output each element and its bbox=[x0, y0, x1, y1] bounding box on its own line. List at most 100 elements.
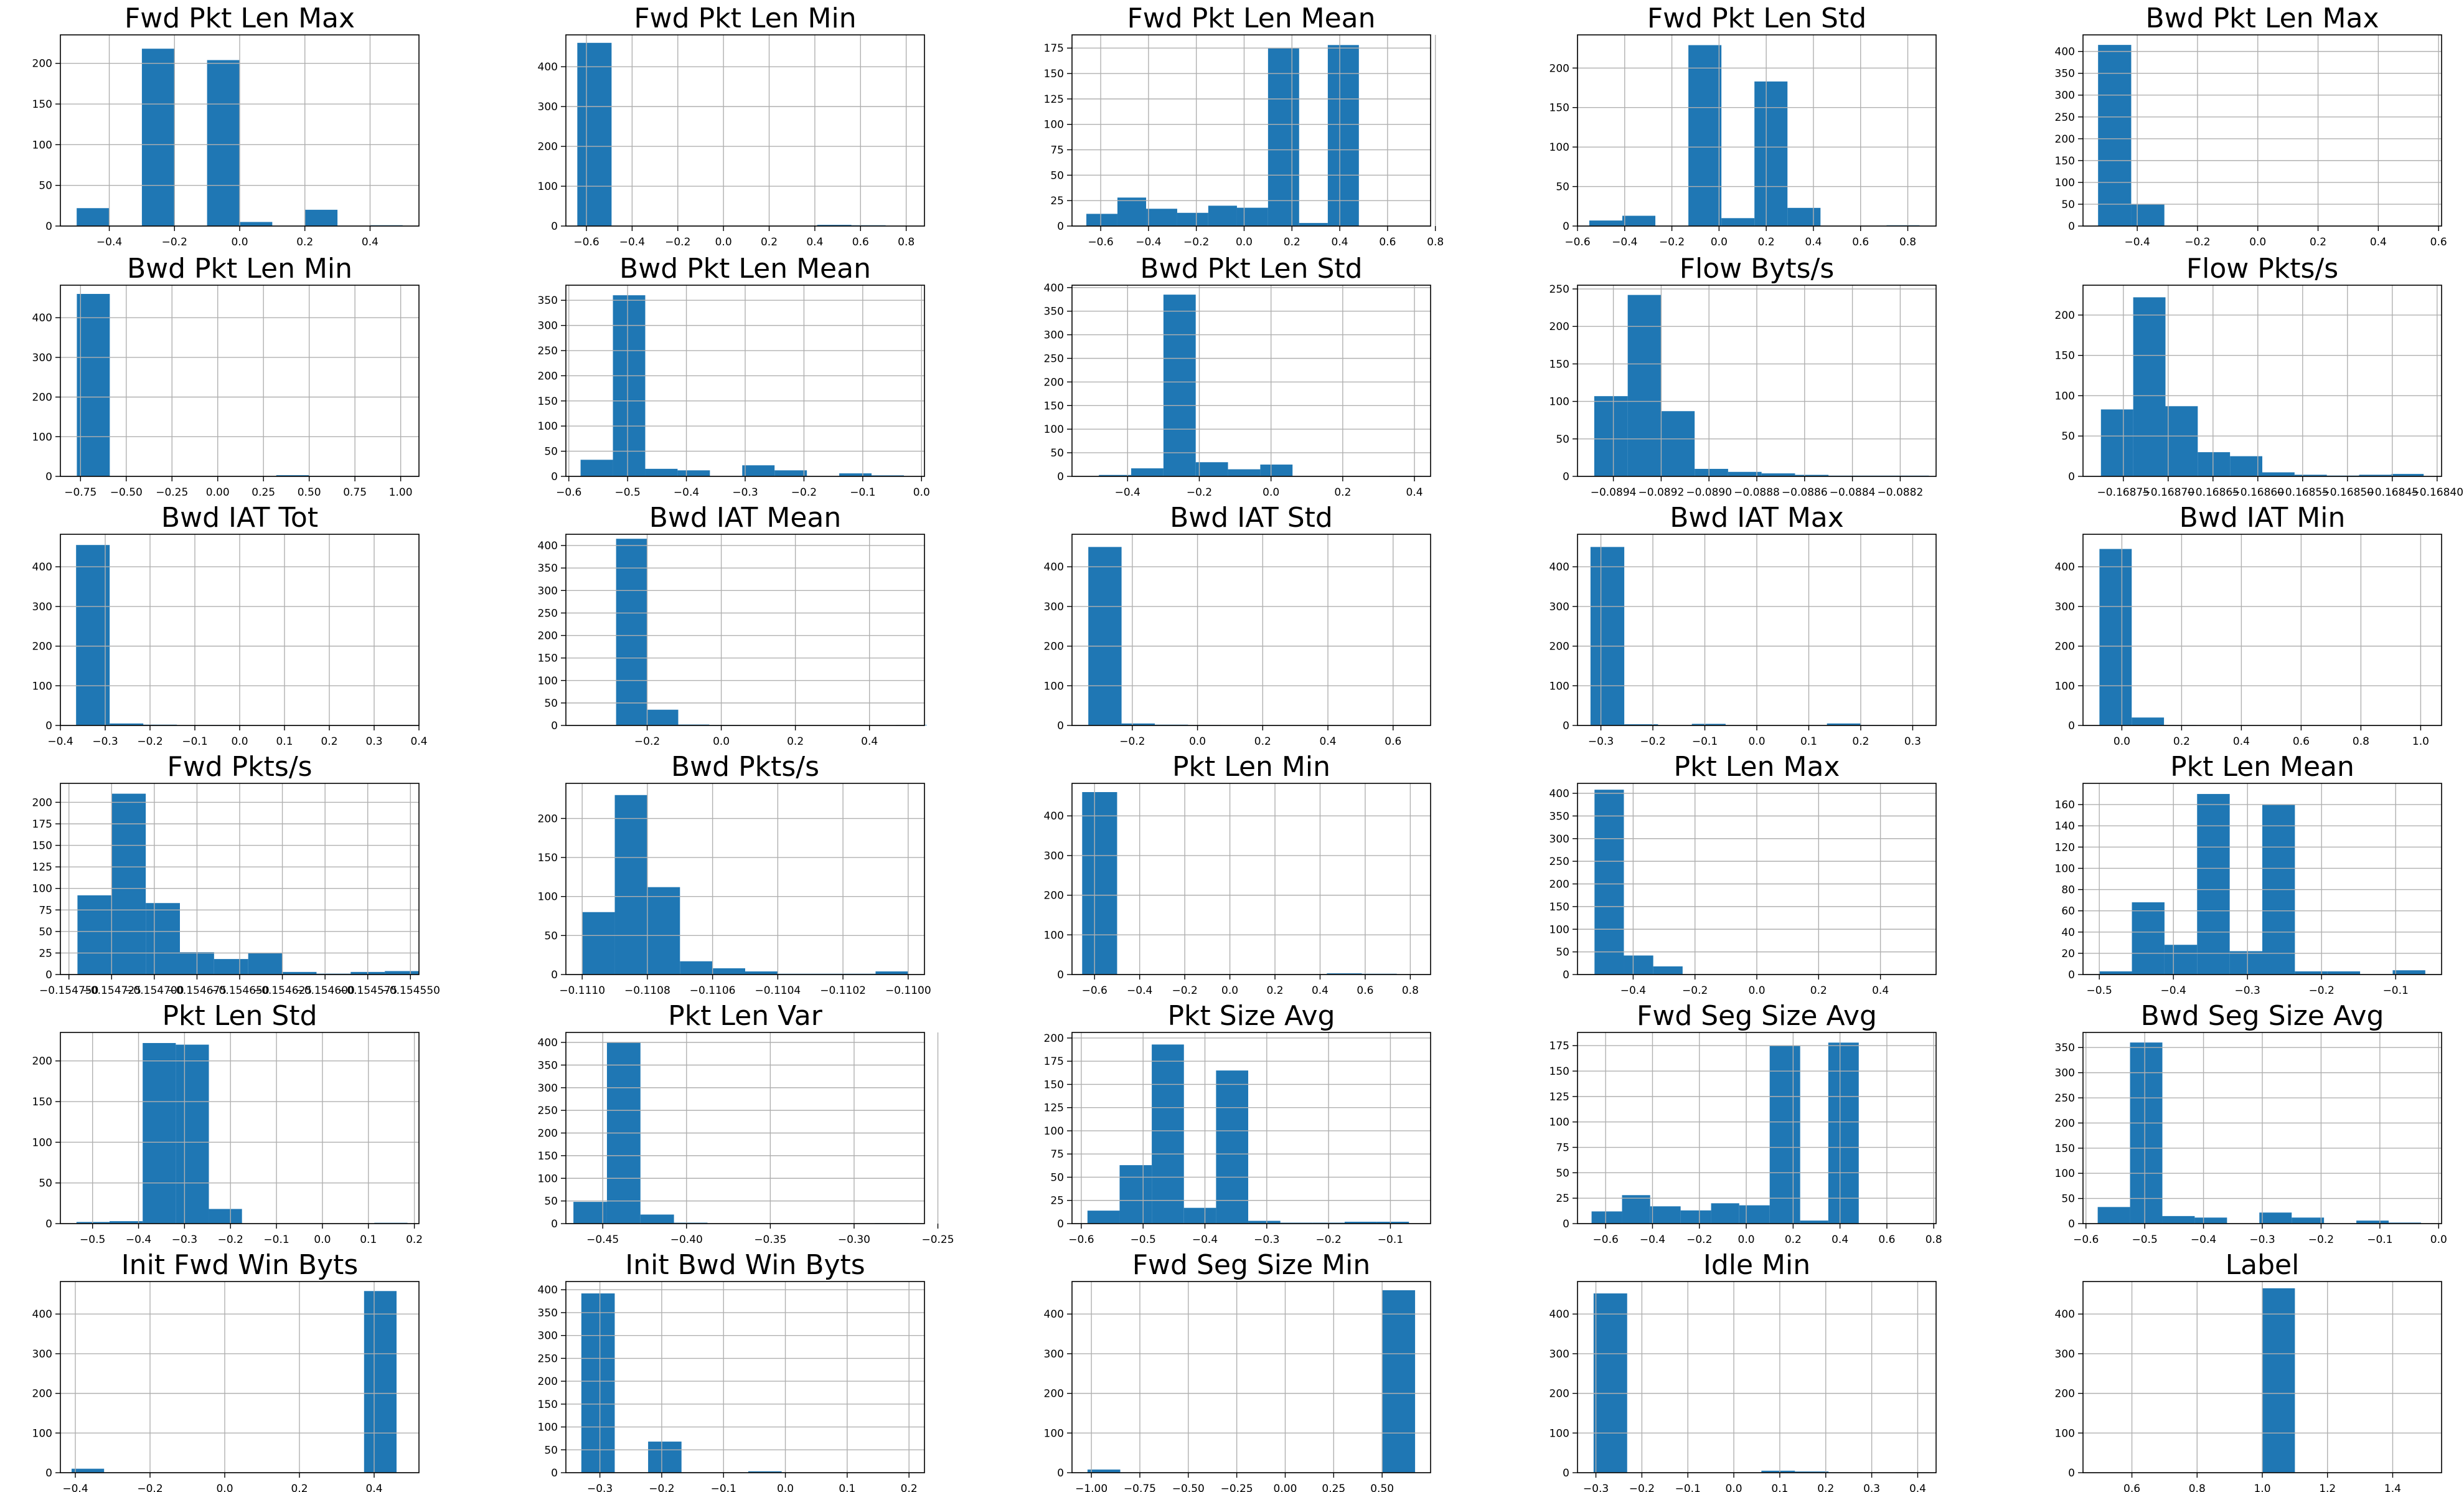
histogram-bar bbox=[1769, 1046, 1800, 1224]
x-tick-label: 0.0 bbox=[1726, 1483, 1742, 1492]
histogram-bar bbox=[680, 961, 713, 975]
x-tick-label: −0.0884 bbox=[1830, 486, 1876, 499]
histogram-bar bbox=[1177, 212, 1208, 226]
chart-title: Pkt Len Max bbox=[1674, 751, 1840, 783]
y-tick-label: 400 bbox=[32, 312, 52, 324]
y-tick-label: 0 bbox=[2068, 969, 2075, 981]
x-tick-label: −0.1100 bbox=[885, 984, 931, 997]
x-tick-label: −0.5 bbox=[2132, 1234, 2158, 1246]
x-tick-label: 0.0 bbox=[1189, 735, 1206, 748]
histogram-bar bbox=[1828, 1042, 1859, 1224]
axes-frame bbox=[565, 783, 925, 975]
x-tick-label: −0.6 bbox=[573, 236, 599, 248]
y-tick-label: 100 bbox=[538, 891, 558, 904]
histogram-bar bbox=[1131, 468, 1164, 476]
x-tick-label: 0.4 bbox=[2233, 735, 2250, 748]
histogram-bar bbox=[2391, 474, 2424, 476]
x-tick-label: 0.4 bbox=[1320, 735, 1337, 748]
histogram-bwd-iat-max: Bwd IAT Max −0.3 −0.2 −0.1 0.0 0.1 0.2 0.3 0 100 2… bbox=[1549, 502, 1937, 748]
y-tick-label: 250 bbox=[538, 1105, 558, 1117]
y-tick-label: 300 bbox=[538, 1082, 558, 1095]
x-tick-label: 0.6 bbox=[2293, 735, 2310, 748]
histogram-bar bbox=[1086, 214, 1117, 226]
histogram-bar bbox=[76, 545, 110, 725]
histogram-bar bbox=[2262, 1288, 2295, 1473]
chart-title: Fwd Pkts/s bbox=[167, 751, 312, 783]
x-tick-label: 0.2 bbox=[296, 236, 313, 248]
y-tick-label: 100 bbox=[1044, 1427, 1064, 1440]
histogram-pkt-len-std: Pkt Len Std −0.5 −0.4 −0.3 −0.2 −0.1 0.0 0.1 0.2… bbox=[32, 1000, 423, 1246]
y-tick-label: 200 bbox=[1549, 879, 1569, 891]
y-tick-label: 150 bbox=[538, 852, 558, 864]
x-tick-label: −0.0886 bbox=[1782, 486, 1828, 499]
y-tick-label: 200 bbox=[2055, 309, 2075, 322]
histogram-bar bbox=[614, 795, 647, 975]
histogram-bar bbox=[1787, 207, 1821, 226]
y-tick-label: 125 bbox=[1549, 1091, 1569, 1103]
histogram-bar bbox=[677, 470, 710, 476]
histogram-bar bbox=[1088, 547, 1122, 725]
x-tick-label: −0.2 bbox=[1686, 1234, 1712, 1246]
y-tick-label: 300 bbox=[1044, 850, 1064, 862]
y-tick-label: 0 bbox=[551, 1467, 558, 1480]
x-tick-label: −0.6 bbox=[1593, 1234, 1619, 1246]
x-tick-label: 0.4 bbox=[806, 236, 823, 248]
histogram-bar bbox=[77, 208, 110, 226]
y-tick-label: 200 bbox=[538, 141, 558, 153]
y-tick-label: 100 bbox=[32, 680, 52, 692]
y-tick-label: 400 bbox=[32, 1308, 52, 1321]
x-tick-label: 0.2 bbox=[1785, 1234, 1802, 1246]
y-tick-label: 100 bbox=[538, 181, 558, 193]
axes-frame bbox=[1071, 1281, 1431, 1473]
y-tick-label: 0 bbox=[1057, 471, 1064, 483]
x-tick-label: −0.3 bbox=[1583, 1483, 1609, 1492]
y-tick-label: 250 bbox=[2055, 111, 2075, 124]
y-tick-label: 350 bbox=[538, 295, 558, 307]
x-tick-label: −0.1 bbox=[711, 1483, 736, 1492]
axes-frame bbox=[1071, 534, 1431, 726]
y-tick-label: 300 bbox=[2055, 601, 2075, 613]
x-tick-label: −0.0894 bbox=[1591, 486, 1637, 499]
histogram-bar bbox=[77, 294, 110, 476]
histogram-flow-pkts-s: Flow Pkts/s−0.16875−0.16870−0.16865−0.16… bbox=[2055, 253, 2464, 499]
x-tick-label: −0.1 bbox=[1692, 735, 1718, 748]
y-tick-label: 25 bbox=[1556, 1192, 1569, 1205]
chart-title: Pkt Len Mean bbox=[2170, 751, 2354, 783]
y-tick-label: 150 bbox=[2055, 1143, 2075, 1155]
histogram-bar bbox=[1695, 468, 1728, 476]
x-tick-label: −0.154725 bbox=[82, 984, 141, 997]
x-tick-label: −0.25 bbox=[1221, 1483, 1253, 1492]
x-tick-label: 0.6 bbox=[1357, 984, 1373, 997]
histogram-bar bbox=[111, 793, 146, 975]
x-tick-label: 0.0 bbox=[777, 1483, 794, 1492]
x-tick-label: −0.4 bbox=[47, 735, 73, 748]
x-tick-label: 0.0 bbox=[715, 236, 732, 248]
y-tick-label: 300 bbox=[32, 352, 52, 364]
histogram-bar bbox=[712, 968, 745, 975]
x-tick-label: 0.3 bbox=[1863, 1483, 1880, 1492]
histogram-bar bbox=[2097, 1207, 2130, 1224]
x-tick-label: −0.4 bbox=[1612, 236, 1637, 248]
x-tick-label: 0.1 bbox=[1800, 735, 1817, 748]
y-tick-label: 0 bbox=[45, 720, 52, 732]
histogram-bar bbox=[1183, 1207, 1216, 1224]
y-tick-label: 200 bbox=[32, 796, 52, 809]
y-tick-label: 140 bbox=[2055, 820, 2075, 833]
histogram-bar bbox=[742, 465, 775, 476]
y-tick-label: 175 bbox=[32, 818, 52, 831]
x-tick-label: −0.16870 bbox=[2142, 486, 2195, 499]
x-tick-label: −0.0890 bbox=[1686, 486, 1732, 499]
y-tick-label: 200 bbox=[1549, 1388, 1569, 1400]
x-tick-label: 0.6 bbox=[2430, 236, 2447, 248]
x-tick-label: 0.4 bbox=[362, 236, 379, 248]
y-tick-label: 0 bbox=[1057, 220, 1064, 233]
chart-title: Bwd Seg Size Avg bbox=[2141, 1000, 2384, 1032]
y-tick-label: 300 bbox=[1044, 601, 1064, 613]
histogram-bar bbox=[304, 209, 338, 226]
y-tick-label: 100 bbox=[2055, 177, 2075, 189]
histogram-bar bbox=[2229, 951, 2262, 975]
histogram-bar bbox=[1739, 1205, 1770, 1224]
axes-frame bbox=[565, 1032, 925, 1224]
x-tick-label: −0.4 bbox=[619, 236, 645, 248]
x-tick-label: −0.0882 bbox=[1878, 486, 1924, 499]
